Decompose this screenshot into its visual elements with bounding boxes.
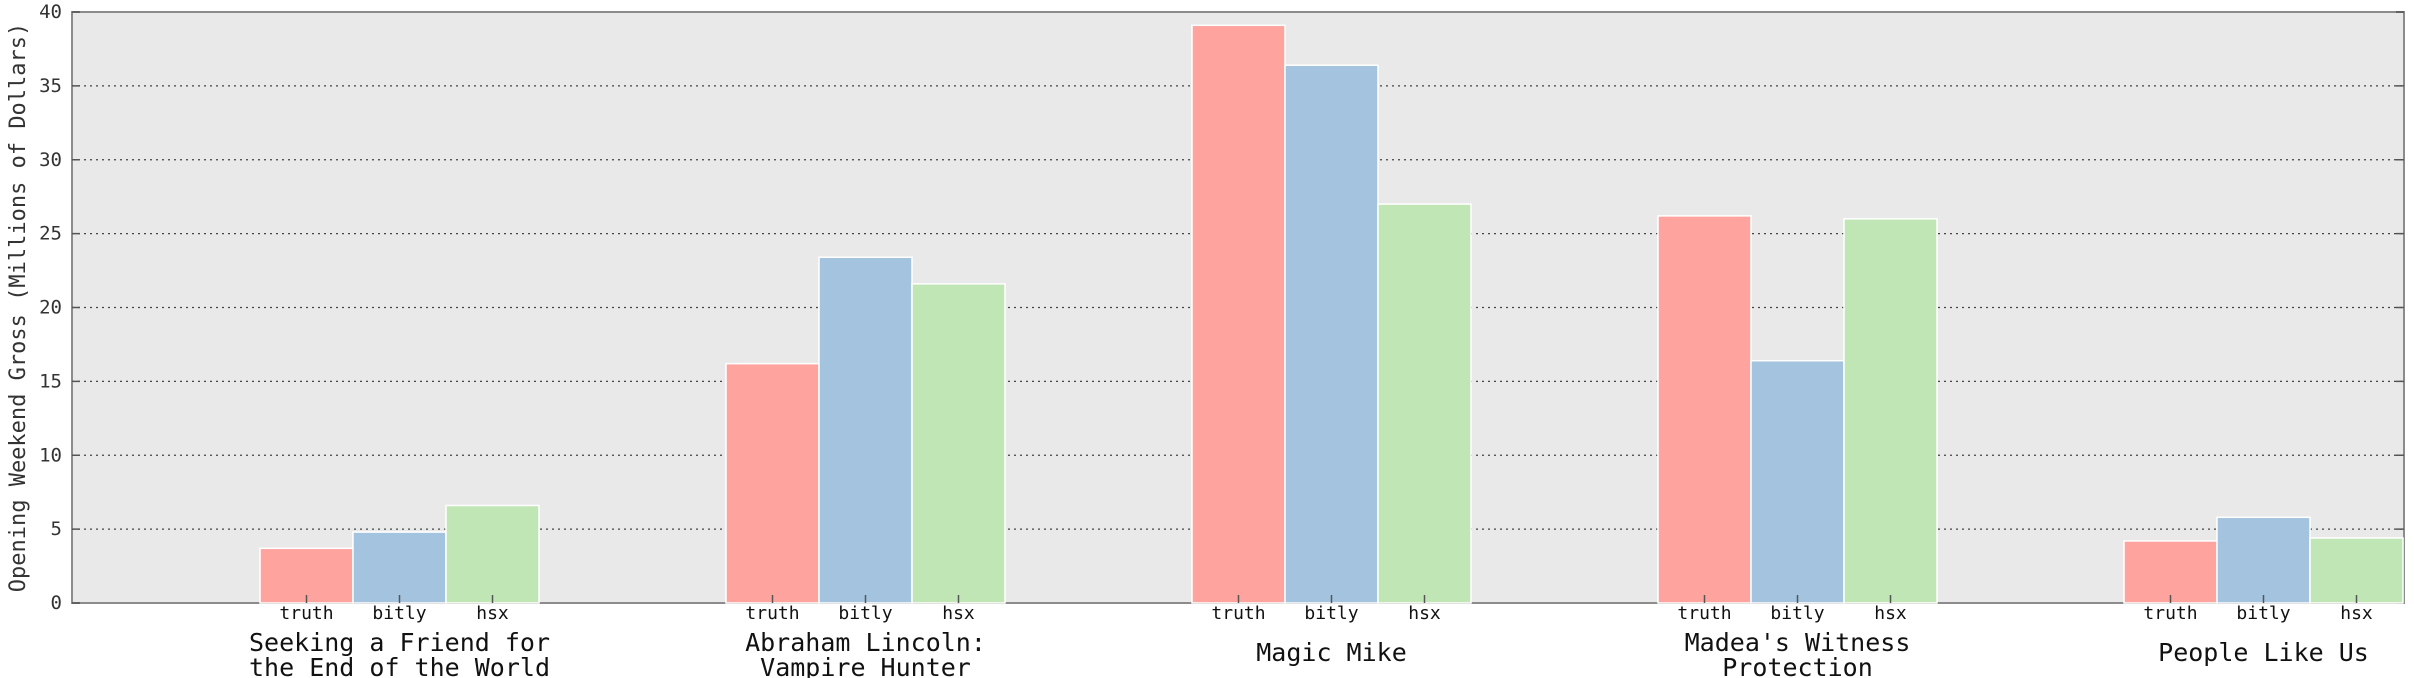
- category-label: Magic Mike: [1256, 638, 1407, 667]
- series-label: hsx: [476, 603, 509, 624]
- bar-bitly: [818, 256, 913, 604]
- series-label: hsx: [942, 603, 975, 624]
- y-tick-label: 15: [39, 370, 62, 392]
- series-label: bitly: [1770, 603, 1824, 624]
- bar-truth: [2123, 540, 2218, 604]
- category-label: Madea's Witness: [1685, 628, 1911, 657]
- series-label: bitly: [1304, 603, 1358, 624]
- y-tick-label: 30: [39, 149, 62, 171]
- series-label: truth: [2143, 603, 2197, 624]
- series-label: bitly: [372, 603, 426, 624]
- category-label: Abraham Lincoln:: [745, 628, 986, 657]
- y-tick-label: 5: [51, 518, 62, 540]
- bar-bitly: [1284, 64, 1379, 604]
- series-label: truth: [1677, 603, 1731, 624]
- y-tick-label: 25: [39, 223, 62, 245]
- series-label: truth: [279, 603, 333, 624]
- y-axis-label: Opening Weekend Gross (Millions of Dolla…: [6, 23, 31, 593]
- y-tick-label: 40: [39, 1, 62, 23]
- bar-hsx: [911, 283, 1006, 604]
- y-axis: 0 5 10 15 20 25 30 35 40: [39, 1, 2404, 614]
- bar-hsx: [2309, 537, 2404, 604]
- y-tick-label: 0: [51, 592, 62, 614]
- bar-hsx: [445, 504, 540, 604]
- series-label: truth: [745, 603, 799, 624]
- series-label: hsx: [1408, 603, 1441, 624]
- series-label: hsx: [2340, 603, 2373, 624]
- bar-truth: [725, 362, 820, 604]
- category-label: Vampire Hunter: [760, 653, 971, 678]
- bar-hsx: [1377, 203, 1472, 604]
- series-label: truth: [1211, 603, 1265, 624]
- bar-bitly: [2216, 516, 2311, 604]
- category-label: People Like Us: [2158, 638, 2369, 667]
- category-label: Protection: [1722, 653, 1873, 678]
- y-tick-label: 10: [39, 444, 62, 466]
- series-label: bitly: [838, 603, 892, 624]
- series-label: hsx: [1874, 603, 1907, 624]
- y-tick-label: 20: [39, 297, 62, 319]
- bar-truth: [259, 547, 354, 604]
- bars: [259, 24, 2404, 604]
- y-tick-label: 35: [39, 75, 62, 97]
- category-label: the End of the World: [249, 653, 550, 678]
- bar-truth: [1657, 215, 1752, 604]
- bar-bitly: [352, 531, 447, 604]
- bar-truth: [1191, 24, 1286, 604]
- category-label: Seeking a Friend for: [249, 628, 550, 657]
- bar-hsx: [1843, 218, 1938, 604]
- bar-bitly: [1750, 359, 1845, 604]
- series-label: bitly: [2236, 603, 2290, 624]
